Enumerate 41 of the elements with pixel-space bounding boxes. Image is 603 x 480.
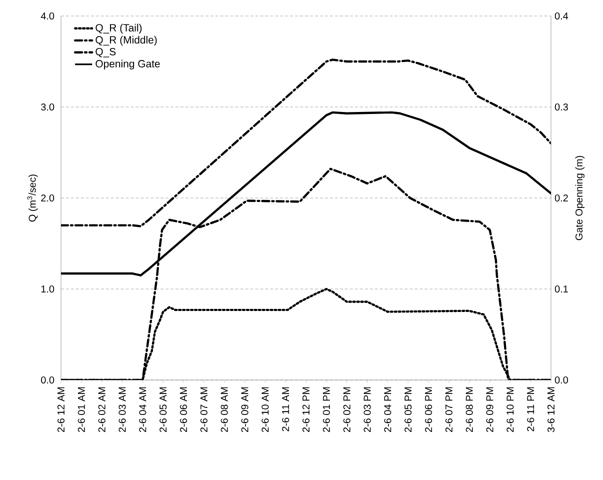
legend-label: Opening Gate <box>96 60 160 70</box>
x-tick-label: 2-6 01 AM <box>78 387 85 432</box>
y-tick-label: 3.0 <box>41 103 54 111</box>
y2-tick-label: 0.2 <box>554 194 568 202</box>
x-tick-label: 2-6 04 PM <box>384 387 392 432</box>
x-tick-label: 2-6 10 PM <box>506 387 514 432</box>
x-tick-label: 2-6 11 AM <box>282 387 290 432</box>
legend-label: Q_R (Middle) <box>96 36 157 46</box>
x-tick-label: 2-6 07 AM <box>200 387 208 432</box>
x-tick-label: 2-6 12 PM <box>302 387 310 432</box>
y-tick-label: 0.0 <box>41 376 54 384</box>
x-tick-label: 2-6 11 PM <box>527 387 534 432</box>
y2-tick-label: 0.3 <box>554 103 568 111</box>
x-tick-label: 2-6 06 PM <box>424 387 432 432</box>
y-axis-title: Q (m$^{3}$/sec) <box>27 174 38 222</box>
x-tick-label: 2-6 03 PM <box>364 387 371 432</box>
y-tick-label: 4.0 <box>40 12 54 20</box>
legend-label: Q_R (Tail) <box>96 24 142 34</box>
y2-tick-label: 0.4 <box>554 12 568 20</box>
x-tick-label: 2-6 08 PM <box>466 387 473 432</box>
x-tick-label: 2-6 12 AM <box>57 387 65 432</box>
x-tick-label: 2-6 05 PM <box>404 387 412 432</box>
y-tick-label: 2.0 <box>41 194 54 202</box>
x-tick-label: 2-6 09 PM <box>486 387 494 432</box>
x-tick-label: 2-6 07 PM <box>445 387 452 432</box>
x-tick-label: 2-6 08 AM <box>220 387 228 432</box>
x-tick-label: 2-6 06 AM <box>180 387 188 432</box>
y2-axis-title: Gate Openning (m) <box>575 156 584 240</box>
y2-tick-label: 0.0 <box>554 376 568 384</box>
x-tick-label: 2-6 02 PM <box>343 387 350 432</box>
y2-tick-label: 0.1 <box>554 285 568 293</box>
x-tick-label: 2-6 02 AM <box>98 387 106 432</box>
y-tick-label: 1.0 <box>41 285 54 293</box>
x-tick-label: 2-6 04 AM <box>139 387 146 432</box>
x-tick-label: 2-6 03 AM <box>118 387 126 432</box>
x-tick-label: 3-6 12 AM <box>547 387 555 432</box>
x-tick-label: 2-6 01 PM <box>322 387 330 432</box>
x-tick-label: 2-6 10 AM <box>262 387 269 432</box>
x-tick-label: 2-6 05 AM <box>160 387 167 432</box>
legend-label: Q_S <box>96 48 116 58</box>
x-tick-label: 2-6 09 AM <box>241 387 248 432</box>
